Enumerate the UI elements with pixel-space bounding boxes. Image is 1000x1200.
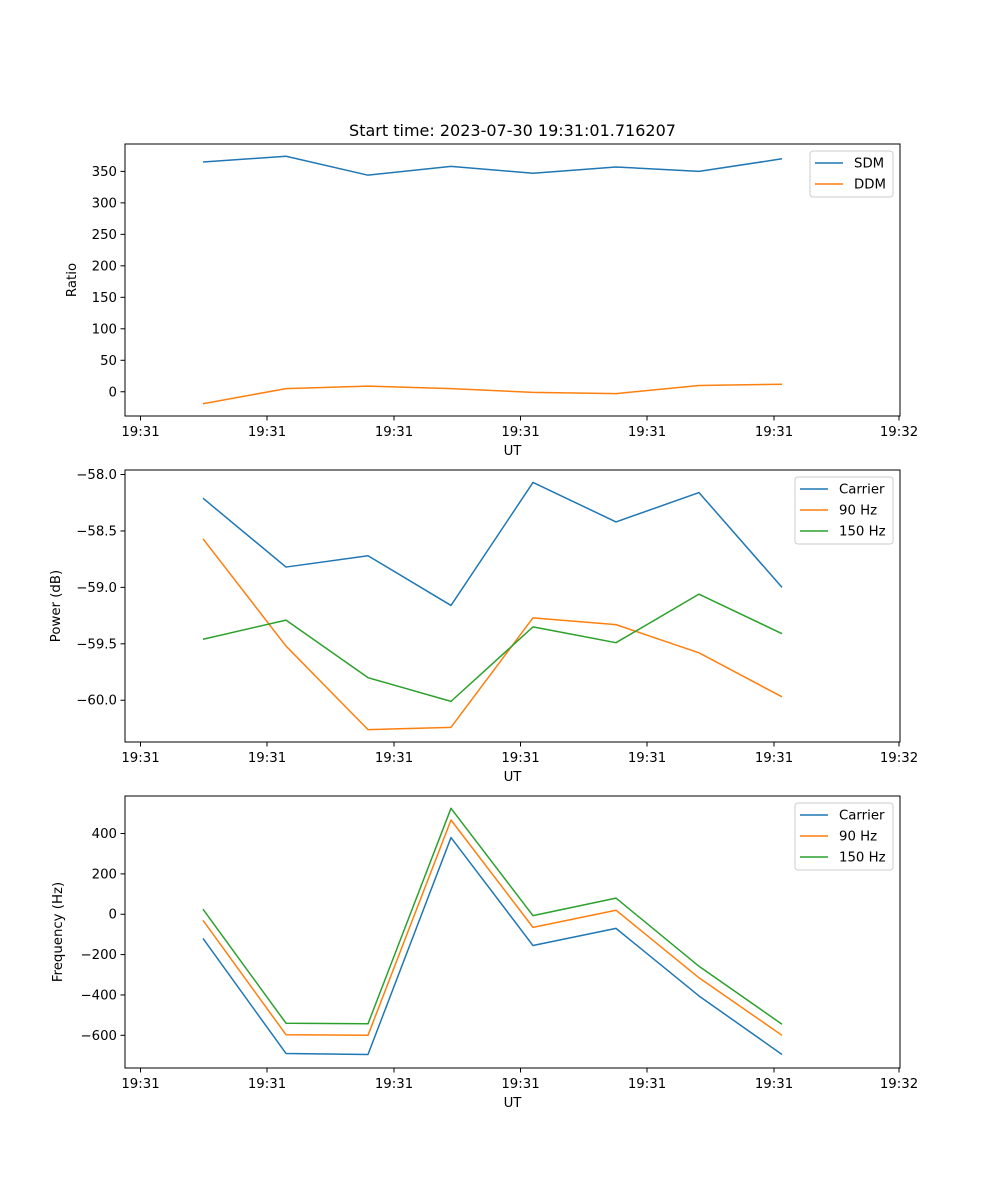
plot-frame	[124, 469, 901, 743]
x-tick-label: 19:31	[501, 751, 539, 766]
x-tick-label: 19:31	[121, 1077, 159, 1092]
y-tick-label: −400	[80, 988, 117, 1003]
legend-label: 150 Hz	[839, 525, 886, 540]
legend-label: 150 Hz	[839, 851, 886, 866]
x-tick-label: 19:31	[121, 425, 159, 440]
x-tick-label: 19:31	[248, 1077, 286, 1092]
x-tick-label: 19:31	[248, 425, 286, 440]
x-tick-label: 19:32	[880, 425, 918, 440]
series-line-90-hz	[202, 538, 783, 731]
x-tick-label: 19:31	[755, 425, 793, 440]
x-tick-label: 19:31	[628, 1077, 666, 1092]
chart-panel-1: Start time: 2023-07-30 19:31:01.716207 19…	[65, 121, 918, 459]
legend-box	[794, 802, 894, 871]
y-tick-label: −60.0	[76, 694, 117, 709]
y-tick-label: −600	[80, 1029, 117, 1044]
legend-label: 90 Hz	[839, 504, 877, 519]
x-tick-label: 19:31	[375, 1077, 413, 1092]
series-line-ddm	[202, 383, 783, 405]
y-tick-label: 100	[92, 322, 117, 337]
legend: Carrier 90 Hz 150 Hz	[794, 476, 894, 545]
x-axis-label: UT	[504, 444, 523, 459]
legend-box	[794, 476, 894, 545]
series-line-sdm	[202, 155, 783, 176]
y-tick-label: −58.5	[76, 524, 117, 539]
x-tick-label: 19:31	[628, 425, 666, 440]
y-tick-label: 200	[92, 259, 117, 274]
legend: SDM DDM	[809, 150, 894, 198]
y-tick-label: −59.0	[76, 581, 117, 596]
x-tick-label: 19:31	[248, 751, 286, 766]
y-tick-label: 400	[92, 827, 117, 842]
y-tick-label: 250	[92, 228, 117, 243]
series-line-150-hz	[202, 807, 783, 1025]
y-tick-label: −200	[80, 948, 117, 963]
plot-frame	[124, 143, 901, 417]
plot-frame	[124, 795, 901, 1069]
y-tick-label: 0	[109, 908, 117, 923]
x-tick-label: 19:31	[628, 751, 666, 766]
x-tick-label: 19:31	[755, 751, 793, 766]
y-tick-label: 200	[92, 867, 117, 882]
y-axis-label: Ratio	[65, 263, 80, 297]
series-line-150-hz	[202, 593, 783, 703]
y-tick-label: 150	[92, 291, 117, 306]
y-tick-label: 50	[100, 354, 117, 369]
y-tick-label: −58.0	[76, 468, 117, 483]
legend-label: DDM	[854, 178, 886, 193]
legend-label: 90 Hz	[839, 830, 877, 845]
x-tick-label: 19:32	[880, 751, 918, 766]
legend-label: Carrier	[839, 483, 885, 498]
y-tick-label: −59.5	[76, 637, 117, 652]
x-tick-label: 19:31	[501, 1077, 539, 1092]
chart-panel-3: 19:31 19:31 19:31 19:31 19:31 19:31 19:32 −600 −…	[51, 795, 918, 1111]
series-line-90-hz	[202, 819, 783, 1037]
chart-panel-2: 19:31 19:31 19:31 19:31 19:31 19:31 19:32 −58.0…	[49, 468, 918, 785]
chart-title: Start time: 2023-07-30 19:31:01.716207	[349, 121, 676, 140]
x-tick-label: 19:32	[880, 1077, 918, 1092]
legend: Carrier 90 Hz 150 Hz	[794, 802, 894, 871]
x-tick-label: 19:31	[501, 425, 539, 440]
charts-container: Start time: 2023-07-30 19:31:01.716207 19…	[49, 121, 918, 1111]
legend-label: SDM	[854, 157, 884, 172]
x-tick-label: 19:31	[121, 751, 159, 766]
y-tick-label: 0	[109, 385, 117, 400]
y-tick-label: 350	[92, 165, 117, 180]
legend-label: Carrier	[839, 809, 885, 824]
x-axis-label: UT	[504, 770, 523, 785]
x-tick-label: 19:31	[375, 425, 413, 440]
series-line-carrier	[202, 836, 783, 1056]
y-axis-label: Power (dB)	[49, 570, 64, 642]
x-axis-label: UT	[504, 1096, 523, 1111]
x-tick-label: 19:31	[755, 1077, 793, 1092]
y-tick-label: 300	[92, 196, 117, 211]
series-line-carrier	[202, 481, 783, 607]
y-axis-label: Frequency (Hz)	[51, 882, 66, 982]
x-tick-label: 19:31	[375, 751, 413, 766]
